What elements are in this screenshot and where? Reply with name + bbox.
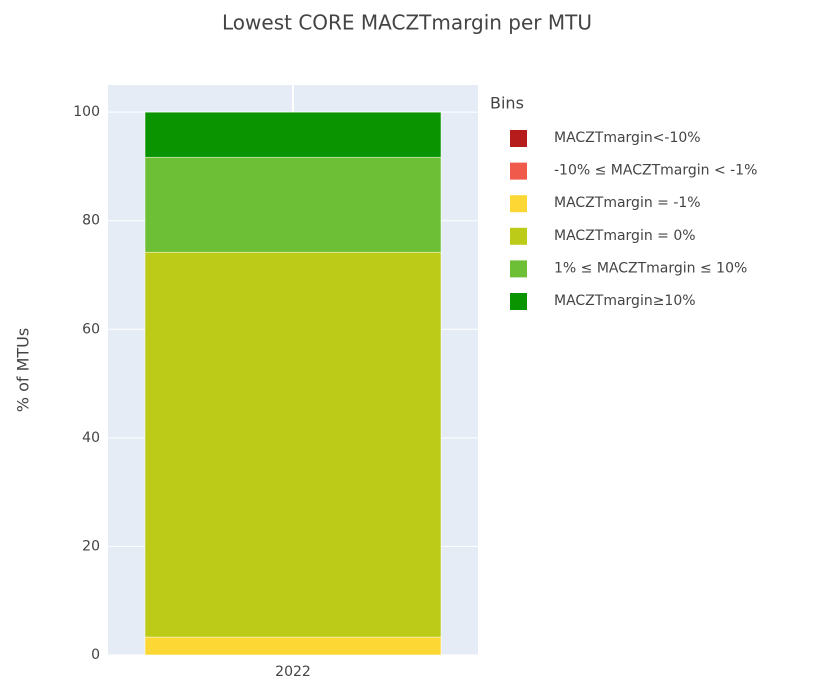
legend-title: Bins: [490, 94, 524, 113]
x-tick-label: 2022: [275, 664, 311, 680]
y-axis-title: % of MTUs: [14, 328, 33, 412]
legend-label: -10% ≤ MACZTmargin < -1%: [554, 163, 757, 179]
legend-label: MACZTmargin = -1%: [554, 195, 701, 211]
legend-swatch: [510, 130, 527, 147]
y-tick-label: 80: [82, 213, 100, 229]
legend-label: MACZTmargin = 0%: [554, 228, 696, 244]
y-tick-label: 40: [82, 430, 100, 446]
bar-segment: [144, 156, 442, 253]
y-tick-label: 100: [73, 104, 100, 120]
chart-title: Lowest CORE MACZTmargin per MTU: [222, 11, 592, 35]
bar-segment: [144, 636, 442, 656]
legend-label: MACZTmargin<-10%: [554, 130, 701, 146]
legend-swatch: [510, 227, 527, 245]
legend-swatch: [510, 195, 527, 213]
legend-label: MACZTmargin≥10%: [554, 293, 696, 309]
legend-swatch: [510, 293, 527, 310]
y-tick-label: 0: [91, 647, 100, 663]
legend-swatch: [510, 162, 527, 180]
y-tick-label: 60: [82, 321, 100, 337]
legend-label: 1% ≤ MACZTmargin ≤ 10%: [554, 260, 747, 276]
bar-segment: [144, 111, 442, 158]
bar-segment: [144, 251, 442, 638]
y-tick-label: 20: [82, 538, 100, 554]
legend-swatch: [510, 260, 527, 278]
